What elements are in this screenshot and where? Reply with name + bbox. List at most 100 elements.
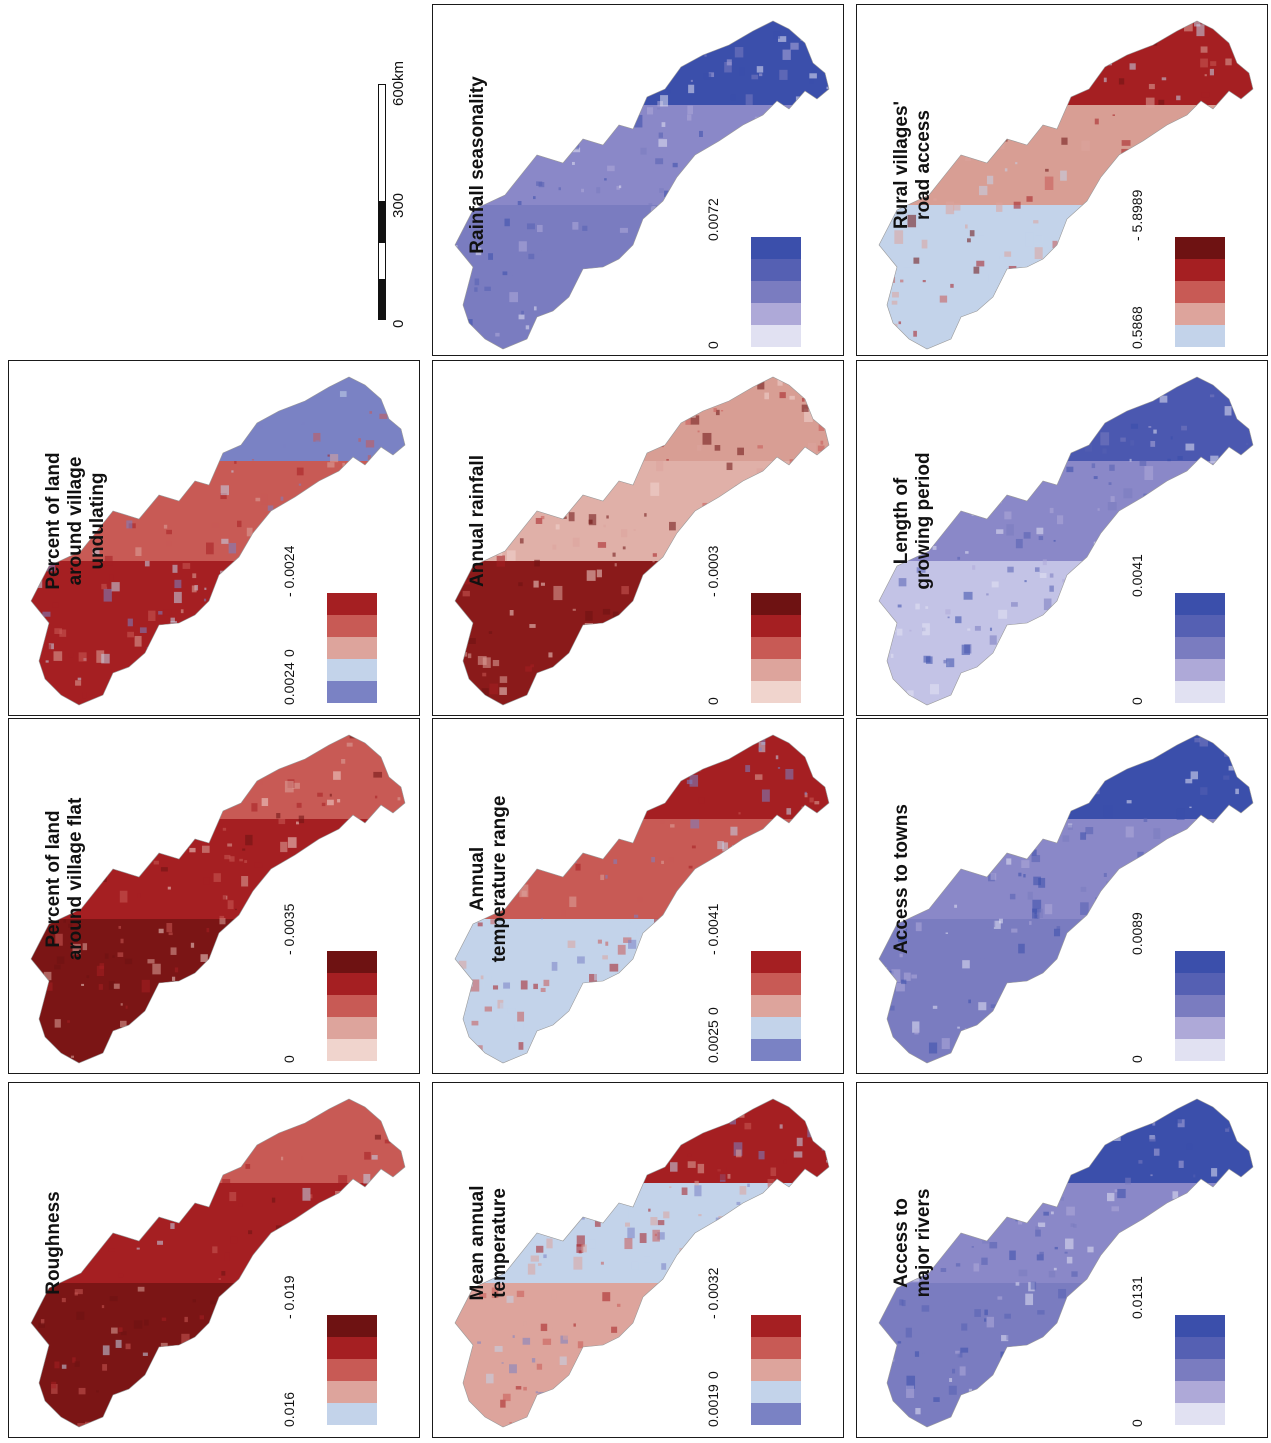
legend-label-top: 0.0089 (1129, 912, 1145, 955)
legend-label-top: - 0.0024 (281, 545, 297, 597)
panel-title: Annual temperature range (467, 729, 511, 1029)
legend (327, 951, 377, 1065)
legend-label-mid: 0 (705, 1007, 721, 1015)
legend-label-bottom: 0 (1129, 1419, 1145, 1427)
legend-swatch (751, 951, 801, 973)
legend-swatch (1175, 281, 1225, 303)
legend (1175, 593, 1225, 707)
legend-swatch (327, 1039, 377, 1061)
map-zone-east (879, 735, 1253, 819)
panel-title-line: Annual (467, 846, 488, 912)
region-outline (878, 1098, 1254, 1428)
legend-swatch (1175, 1359, 1225, 1381)
map-zone-central (879, 819, 1253, 919)
map-panel-rain-season: Rainfall seasonality 0.0072 0 (432, 4, 844, 356)
map-panel-flat: Percent of land around village flat - 0.00… (8, 718, 420, 1074)
panel-title-line: Rainfall seasonality (467, 76, 488, 254)
choropleth-map (878, 20, 1254, 350)
panel-title-line: Mean annual (467, 1185, 488, 1301)
legend-swatch (1175, 259, 1225, 281)
map-zone-east (455, 377, 829, 461)
legend-swatch (1175, 1337, 1225, 1359)
legend-swatch (751, 973, 801, 995)
legend-swatch (327, 681, 377, 703)
panel-title-line: around village (65, 456, 86, 586)
panel-title-line: Annual rainfall (467, 455, 488, 587)
legend-swatch (751, 1337, 801, 1359)
legend-swatch (1175, 951, 1225, 973)
region-outline (454, 20, 830, 350)
legend-swatch (327, 1359, 377, 1381)
legend-swatch (751, 593, 801, 615)
legend-swatch (1175, 681, 1225, 703)
legend-swatch (1175, 325, 1225, 347)
choropleth-map (454, 376, 830, 706)
scale-bar-segment (378, 242, 386, 280)
panel-title-line: undulating (87, 472, 108, 570)
legend (1175, 1315, 1225, 1429)
scale-label-0: 0 (390, 319, 407, 328)
legend-swatch (751, 303, 801, 325)
legend-swatch (1175, 1315, 1225, 1337)
map-panel-roughness: Roughness - 0.019 0.016 (8, 1082, 420, 1438)
panel-title: Length of growing period (891, 371, 935, 671)
region-outline (454, 734, 830, 1064)
scale-label-600km: 600km (390, 60, 407, 106)
legend-swatch (751, 1017, 801, 1039)
legend-swatch (1175, 1039, 1225, 1061)
legend-swatch (751, 1381, 801, 1403)
panel-title-line: Rural villages' (891, 100, 912, 230)
legend (327, 593, 377, 707)
scale-label-300: 300 (390, 192, 407, 218)
map-panel-annual-rain: Annual rainfall - 0.0003 0 (432, 360, 844, 716)
legend-label-bottom: 0 (1129, 1055, 1145, 1063)
legend-swatch (327, 1381, 377, 1403)
map-zone-east (31, 1099, 405, 1183)
choropleth-map (878, 1098, 1254, 1428)
legend-label-top: - 0.019 (281, 1275, 297, 1319)
legend (1175, 951, 1225, 1065)
panel-title: Percent of land around village undulating (43, 371, 109, 671)
map-zone-central (31, 1183, 405, 1283)
legend-label-mid: 0 (281, 649, 297, 657)
legend-label-bottom: 0.5868 (1129, 306, 1145, 349)
region-outline (878, 20, 1254, 350)
legend-swatch (751, 325, 801, 347)
panel-title-line: around village flat (65, 797, 86, 961)
legend-label-top: 0.0131 (1129, 1276, 1145, 1319)
legend-label-bottom: 0 (281, 1055, 297, 1063)
panel-title-line: road access (913, 110, 934, 220)
region-outline (30, 376, 406, 706)
region-outline (454, 1098, 830, 1428)
legend-swatch (327, 1017, 377, 1039)
legend-label-top: - 0.0003 (705, 545, 721, 597)
legend-swatch (1175, 637, 1225, 659)
choropleth-map (30, 734, 406, 1064)
legend-swatch (751, 1039, 801, 1061)
legend-swatch (327, 1337, 377, 1359)
legend-swatch (751, 1359, 801, 1381)
panel-title-line: temperature range (489, 795, 510, 963)
legend-label-top: - 0.0041 (705, 903, 721, 955)
panel-title: Access to major rivers (891, 1093, 935, 1393)
choropleth-map (30, 1098, 406, 1428)
legend-swatch (327, 659, 377, 681)
choropleth-map (878, 734, 1254, 1064)
legend-swatch (327, 1403, 377, 1425)
legend-swatch (751, 995, 801, 1017)
legend-swatch (327, 615, 377, 637)
panel-title: Percent of land around village flat (43, 729, 87, 1029)
legend-swatch (327, 973, 377, 995)
panel-title-line: Percent of land (43, 810, 64, 948)
scale-bar-segment (378, 202, 386, 242)
panel-title-line: Length of (891, 477, 912, 565)
choropleth-map (454, 20, 830, 350)
map-panel-undulating: Percent of land around village undulating -… (8, 360, 420, 716)
legend-label-top: 0.0072 (705, 198, 721, 241)
panel-title-line: Access to (891, 1198, 912, 1288)
panel-title-line: Percent of land (43, 452, 64, 590)
panel-title: Rural villages' road access (891, 15, 935, 315)
legend-label-top: - 0.0032 (705, 1267, 721, 1319)
legend-label-top: - 5.8989 (1129, 189, 1145, 241)
legend-label-bottom: 0.0019 (705, 1384, 721, 1427)
